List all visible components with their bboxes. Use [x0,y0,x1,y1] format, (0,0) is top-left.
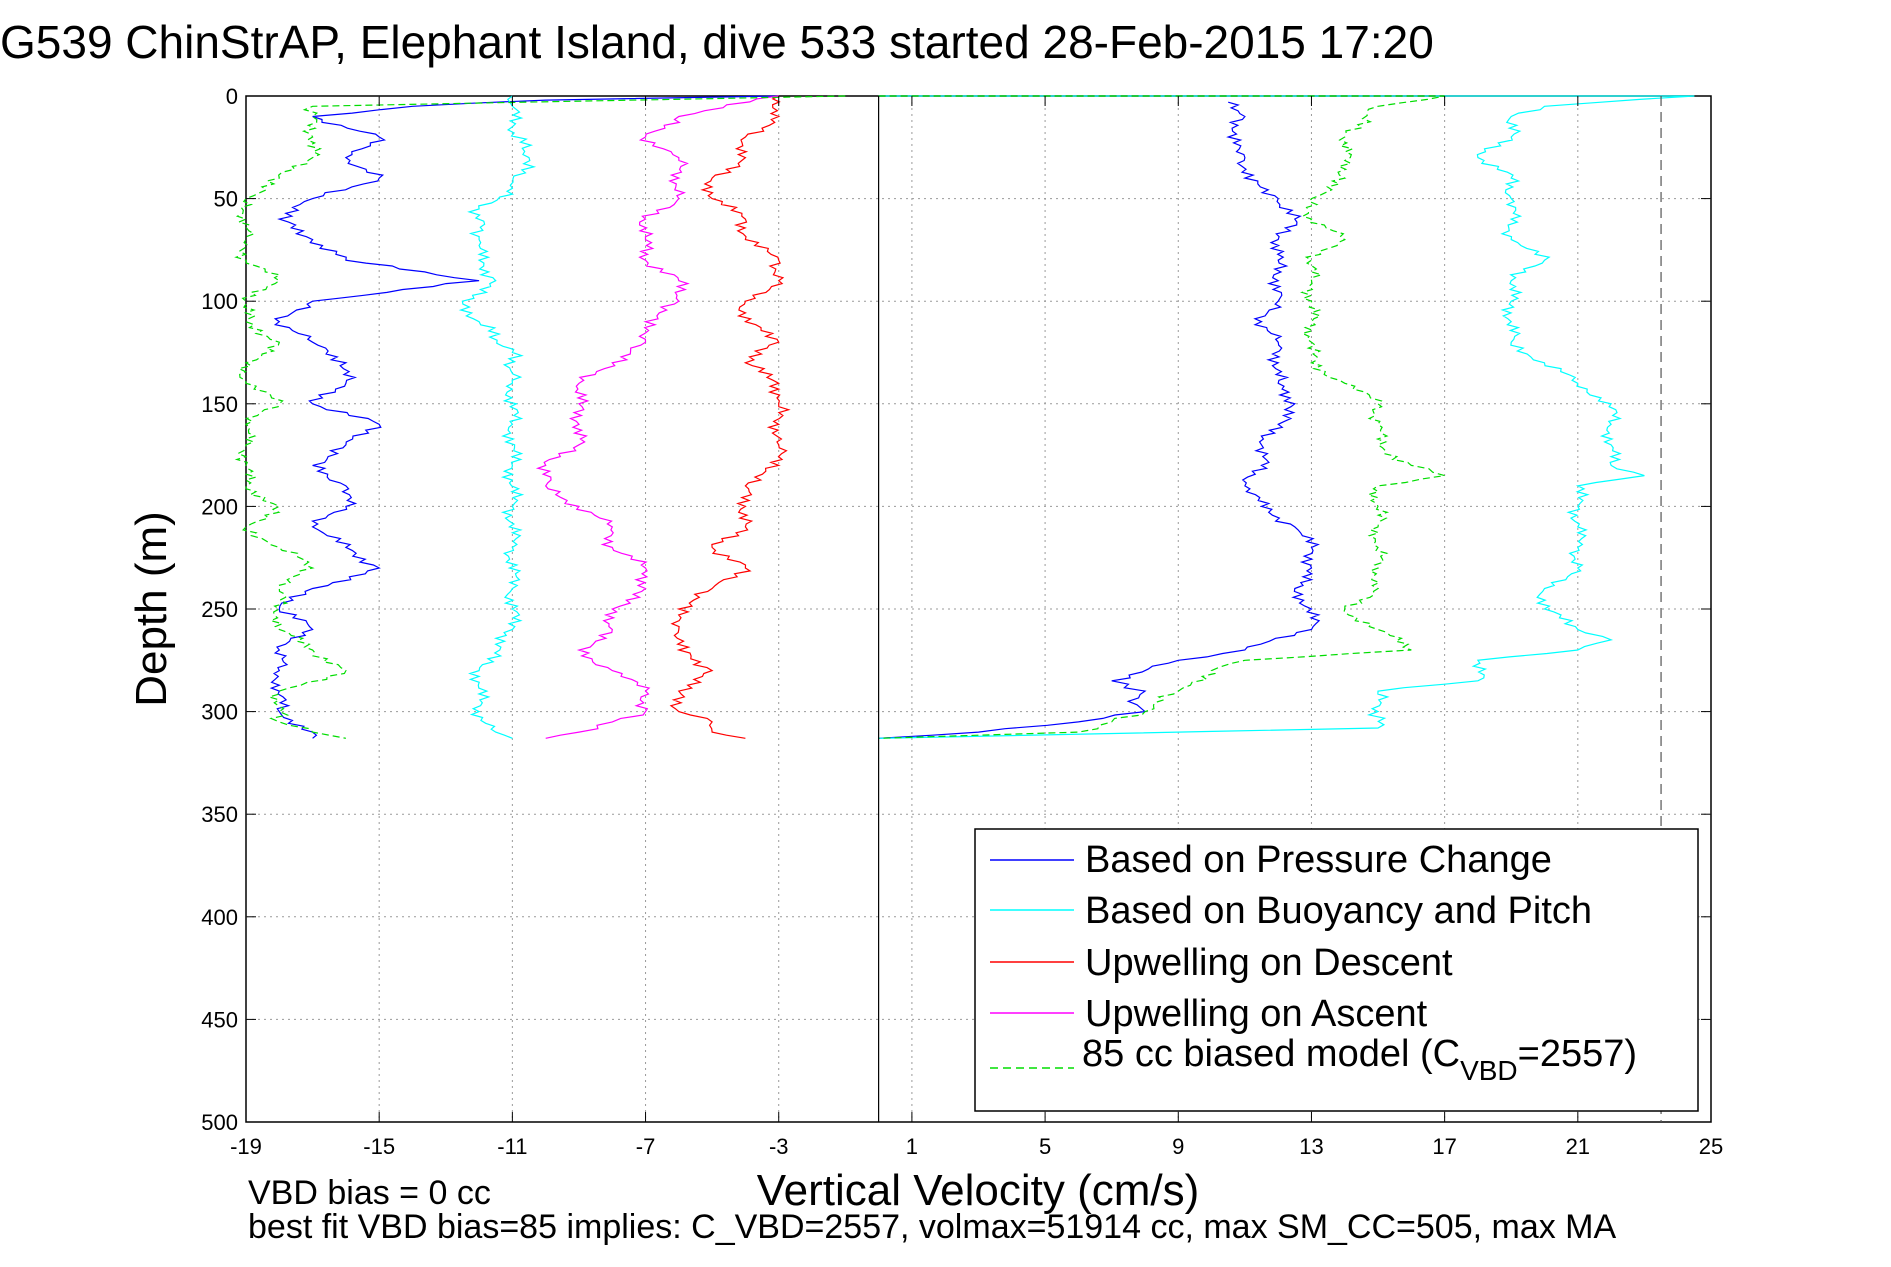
series-line-3 [535,95,779,739]
x-tick-label: 5 [1039,1134,1051,1159]
y-tick-label: 500 [201,1110,238,1135]
y-tick-label: 200 [201,494,238,519]
series-line-4 [234,95,846,739]
y-tick-label: 300 [201,700,238,725]
legend-label-buoyancy-pitch: Based on Buoyancy and Pitch [1085,890,1592,932]
y-tick-label: 150 [201,392,238,417]
x-tick-label: -19 [230,1134,262,1159]
legend-model-subscript: VBD [1460,1055,1518,1086]
series-line-1 [458,95,537,739]
legend-model-suffix: =2557) [1518,1033,1637,1075]
y-tick-label: 350 [201,802,238,827]
series-line-2 [669,95,791,739]
legend-label-upwelling-ascent: Upwelling on Ascent [1085,993,1428,1035]
legend: Based on Pressure Change Based on Buoyan… [974,828,1699,1112]
series-line-0 [269,95,779,739]
legend-model-prefix: 85 cc biased model (C [1082,1033,1460,1075]
series-lines [234,95,1695,739]
y-tick-label: 450 [201,1007,238,1032]
x-tick-label: 13 [1299,1134,1323,1159]
series-line-4 [878,95,1445,739]
x-tick-label: 25 [1699,1134,1723,1159]
y-tick-label: 250 [201,597,238,622]
best-fit-annotation: best fit VBD bias=85 implies: C_VBD=2557… [248,1208,1617,1246]
x-tick-label: 1 [906,1134,918,1159]
y-axis-label: Depth (m) [127,511,176,707]
x-tick-label: 17 [1432,1134,1456,1159]
x-tick-label: -15 [363,1134,395,1159]
series-line-0 [878,101,1321,739]
vbd-bias-annotation: VBD bias = 0 cc [248,1174,491,1212]
y-tick-label: 100 [201,289,238,314]
y-tick-label: 0 [226,84,238,109]
series-line-1 [878,95,1695,739]
y-axis-ticks: 0 50 100 150 200 250 300 350 400 450 500 [201,84,1711,1135]
x-tick-label: -3 [769,1134,789,1159]
x-axis-ticks: -19 -15 -11 -7 -3 1 5 9 13 17 21 25 [230,96,1723,1159]
y-tick-label: 400 [201,905,238,930]
legend-label-biased-model: 85 cc biased model (CVBD=2557) [1082,1033,1637,1086]
x-tick-label: 9 [1172,1134,1184,1159]
x-tick-label: 21 [1566,1134,1590,1159]
legend-label-upwelling-descent: Upwelling on Descent [1085,942,1453,984]
x-tick-label: -11 [497,1134,527,1159]
y-tick-label: 50 [214,187,238,212]
legend-box [974,828,1699,1112]
chart-title: G539 ChinStrAP, Elephant Island, dive 53… [0,16,1434,68]
legend-label-pressure-change: Based on Pressure Change [1085,839,1552,881]
x-tick-label: -7 [636,1134,656,1159]
x-axis-label: Vertical Velocity (cm/s) [757,1166,1200,1215]
